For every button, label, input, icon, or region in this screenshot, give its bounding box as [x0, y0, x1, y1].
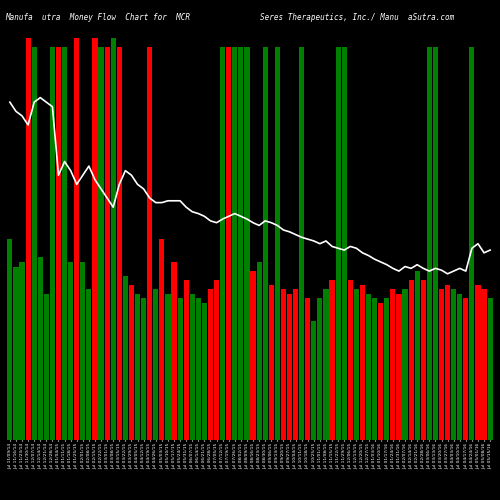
Bar: [275, 48, 280, 440]
Bar: [445, 285, 450, 440]
Bar: [312, 322, 316, 440]
Bar: [262, 48, 268, 440]
Bar: [336, 48, 340, 440]
Bar: [354, 290, 359, 440]
Bar: [141, 298, 146, 440]
Bar: [256, 262, 262, 440]
Bar: [98, 48, 103, 440]
Bar: [476, 285, 480, 440]
Bar: [250, 271, 256, 440]
Bar: [160, 239, 164, 440]
Bar: [427, 48, 432, 440]
Bar: [110, 38, 116, 440]
Bar: [14, 266, 18, 440]
Bar: [360, 285, 365, 440]
Bar: [433, 48, 438, 440]
Bar: [38, 258, 43, 440]
Bar: [86, 290, 92, 440]
Bar: [129, 285, 134, 440]
Bar: [402, 290, 407, 440]
Bar: [56, 48, 61, 440]
Bar: [348, 280, 353, 440]
Bar: [293, 290, 298, 440]
Bar: [178, 298, 182, 440]
Bar: [214, 280, 219, 440]
Bar: [463, 298, 468, 440]
Bar: [324, 290, 328, 440]
Bar: [488, 298, 492, 440]
Bar: [366, 294, 371, 440]
Bar: [238, 48, 244, 440]
Bar: [44, 294, 49, 440]
Bar: [372, 298, 377, 440]
Bar: [390, 290, 396, 440]
Bar: [80, 262, 86, 440]
Bar: [232, 48, 237, 440]
Bar: [457, 294, 462, 440]
Bar: [305, 298, 310, 440]
Bar: [50, 48, 55, 440]
Bar: [172, 262, 176, 440]
Bar: [116, 48, 122, 440]
Bar: [153, 290, 158, 440]
Bar: [8, 239, 12, 440]
Bar: [281, 290, 286, 440]
Bar: [20, 262, 24, 440]
Bar: [378, 303, 384, 440]
Bar: [451, 290, 456, 440]
Bar: [268, 285, 274, 440]
Bar: [439, 290, 444, 440]
Text: Seres Therapeutics, Inc./ Manu  aSutra.com: Seres Therapeutics, Inc./ Manu aSutra.co…: [260, 12, 454, 22]
Bar: [166, 294, 170, 440]
Bar: [318, 298, 322, 440]
Bar: [184, 280, 189, 440]
Bar: [104, 48, 110, 440]
Bar: [62, 48, 67, 440]
Bar: [226, 48, 232, 440]
Bar: [396, 294, 402, 440]
Bar: [26, 38, 30, 440]
Bar: [342, 48, 347, 440]
Bar: [202, 303, 207, 440]
Bar: [244, 48, 250, 440]
Bar: [74, 38, 80, 440]
Bar: [420, 280, 426, 440]
Bar: [330, 280, 334, 440]
Bar: [408, 280, 414, 440]
Bar: [196, 298, 201, 440]
Bar: [68, 262, 73, 440]
Bar: [147, 48, 152, 440]
Bar: [482, 290, 486, 440]
Bar: [92, 38, 98, 440]
Bar: [190, 294, 195, 440]
Bar: [299, 48, 304, 440]
Bar: [287, 294, 292, 440]
Text: Manufa  utra  Money Flow  Chart for  MCR: Manufa utra Money Flow Chart for MCR: [5, 12, 190, 22]
Bar: [32, 48, 37, 440]
Bar: [414, 271, 420, 440]
Bar: [135, 294, 140, 440]
Bar: [220, 48, 225, 440]
Bar: [470, 48, 474, 440]
Bar: [123, 276, 128, 440]
Bar: [208, 290, 213, 440]
Bar: [384, 298, 390, 440]
